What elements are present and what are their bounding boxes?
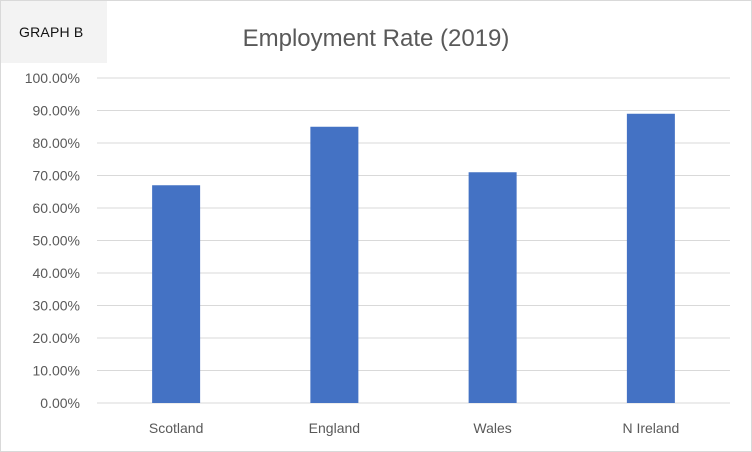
x-tick-label: Wales: [473, 420, 511, 436]
x-tick-label: N Ireland: [622, 420, 679, 436]
y-tick-label: 80.00%: [33, 135, 80, 151]
y-axis-tick-labels: 0.00% 10.00% 20.00% 30.00% 40.00% 50.00% 60.00…: [25, 70, 80, 411]
x-axis-tick-labels: Scotland England Wales N Ireland: [149, 420, 679, 436]
bar-wales: [468, 172, 517, 403]
y-tick-label: 70.00%: [33, 168, 80, 184]
graph-label-box: GRAPH B: [1, 1, 107, 63]
y-tick-label: 10.00%: [33, 363, 80, 379]
y-tick-label: 30.00%: [33, 298, 80, 314]
bar-england: [310, 126, 359, 403]
y-tick-label: 50.00%: [33, 233, 80, 249]
gridlines: [97, 77, 730, 404]
x-tick-label: England: [309, 420, 360, 436]
bar-n-ireland: [626, 113, 675, 403]
y-tick-label: 40.00%: [33, 265, 80, 281]
chart-title: Employment Rate (2019): [243, 25, 510, 52]
y-tick-label: 90.00%: [33, 103, 80, 119]
y-tick-label: 60.00%: [33, 200, 80, 216]
bars: [152, 113, 675, 403]
x-tick-label: Scotland: [149, 420, 203, 436]
y-tick-label: 20.00%: [33, 330, 80, 346]
y-tick-label: 100.00%: [25, 70, 80, 86]
y-tick-label: 0.00%: [40, 395, 80, 411]
bar-scotland: [152, 185, 201, 403]
graph-label: GRAPH B: [19, 24, 84, 40]
